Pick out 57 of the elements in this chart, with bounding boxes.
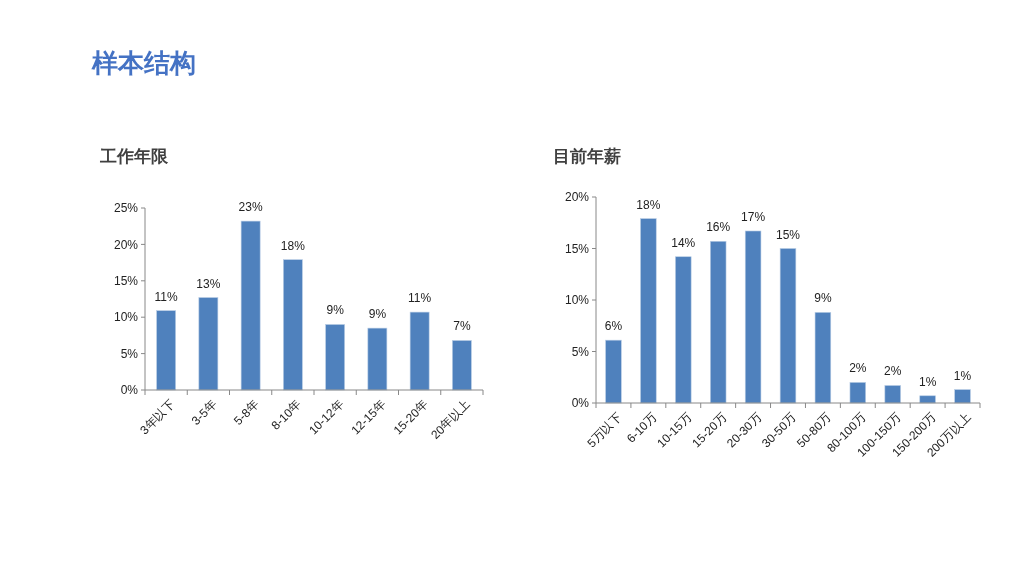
bar [198, 297, 219, 391]
x-tick-label: 5万以下 [584, 410, 625, 451]
y-tick-label: 5% [571, 344, 590, 359]
bar [367, 327, 388, 391]
bar [954, 389, 971, 404]
y-tick-label: 25% [113, 201, 139, 216]
data-label: 11% [408, 291, 432, 306]
bar [849, 382, 866, 404]
data-label: 9% [368, 307, 387, 322]
data-label: 1% [953, 368, 972, 383]
data-label: 17% [741, 209, 766, 224]
y-tick-label: 20% [564, 190, 590, 205]
data-label: 16% [706, 220, 731, 235]
x-tick-label: 20年以上 [428, 397, 473, 442]
bar [919, 395, 936, 404]
x-tick-label: 3-5年 [188, 397, 220, 428]
bar [409, 311, 430, 391]
y-tick-label: 5% [120, 346, 139, 361]
data-label: 1% [918, 374, 937, 389]
bar [744, 230, 762, 404]
data-label: 7% [453, 319, 471, 334]
chart-title: 目前年薪 [553, 146, 621, 166]
y-tick-label: 20% [113, 237, 139, 252]
y-tick-label: 10% [113, 310, 139, 325]
bar [452, 340, 472, 391]
bar [156, 310, 176, 391]
data-label: 6% [604, 319, 623, 334]
bar [240, 220, 261, 391]
x-tick-label: 5-8年 [231, 397, 262, 428]
bar [605, 339, 622, 404]
y-tick-label: 15% [564, 241, 590, 256]
data-label: 14% [671, 235, 696, 250]
bar [675, 256, 692, 404]
data-label: 2% [849, 361, 867, 376]
bar [884, 385, 901, 404]
y-tick-label: 15% [113, 274, 139, 288]
data-label: 9% [326, 303, 345, 318]
data-label: 15% [775, 227, 801, 242]
data-label: 13% [196, 276, 221, 291]
bar [283, 259, 303, 391]
chart-title: 工作年限 [99, 146, 169, 166]
bar [779, 248, 797, 404]
text: 样本结构 [91, 48, 196, 78]
y-tick-label: 0% [120, 383, 139, 398]
bar [325, 324, 345, 391]
x-tick-label: 3年以下 [137, 397, 178, 438]
bar [640, 218, 657, 404]
data-label: 18% [636, 197, 661, 212]
y-tick-label: 10% [564, 293, 590, 308]
data-label: 18% [280, 238, 306, 253]
y-tick-label: 0% [571, 396, 590, 411]
data-label: 23% [238, 200, 263, 215]
data-label: 2% [884, 364, 902, 379]
bar [814, 312, 832, 404]
data-label: 9% [814, 291, 832, 306]
bar [710, 240, 727, 404]
data-label: 11% [154, 289, 179, 304]
